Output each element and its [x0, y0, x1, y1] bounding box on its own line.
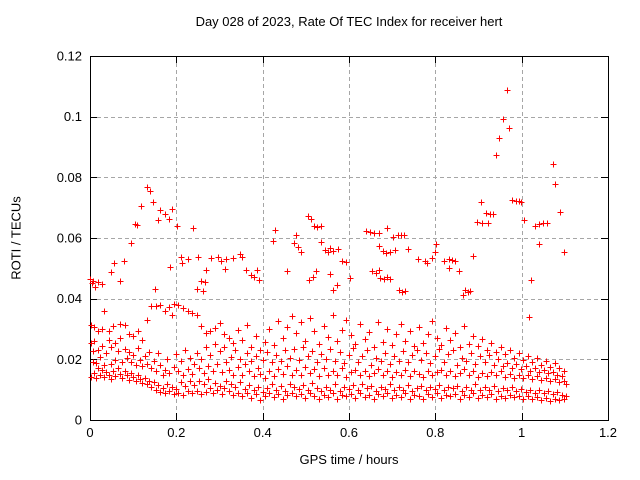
grid-lines	[90, 56, 608, 420]
x-axis-label: GPS time / hours	[299, 452, 399, 467]
x-tick-label: 0	[86, 425, 93, 440]
y-tick-label: 0.06	[57, 231, 82, 246]
y-tick-label: 0.02	[57, 352, 82, 367]
x-tick-labels: 0 0.2 0.4 0.6 0.8 1 1.2	[86, 425, 617, 440]
y-tick-labels: 0 0.02 0.04 0.06 0.08 0.1 0.12	[57, 49, 82, 428]
axis-ticks	[90, 56, 609, 421]
x-tick-label: 0.4	[254, 425, 272, 440]
x-tick-label: 0.2	[167, 425, 185, 440]
y-tick-label: 0.1	[64, 109, 82, 124]
x-tick-label: 0.6	[340, 425, 358, 440]
chart-title: Day 028 of 2023, Rate Of TEC Index for r…	[195, 14, 503, 29]
data-points	[87, 87, 570, 405]
y-tick-label: 0.12	[57, 49, 82, 64]
x-tick-label: 0.8	[426, 425, 444, 440]
y-tick-label: 0	[75, 413, 82, 428]
y-tick-label: 0.08	[57, 170, 82, 185]
x-tick-label: 1	[518, 425, 525, 440]
x-tick-label: 1.2	[599, 425, 617, 440]
y-tick-label: 0.04	[57, 291, 82, 306]
